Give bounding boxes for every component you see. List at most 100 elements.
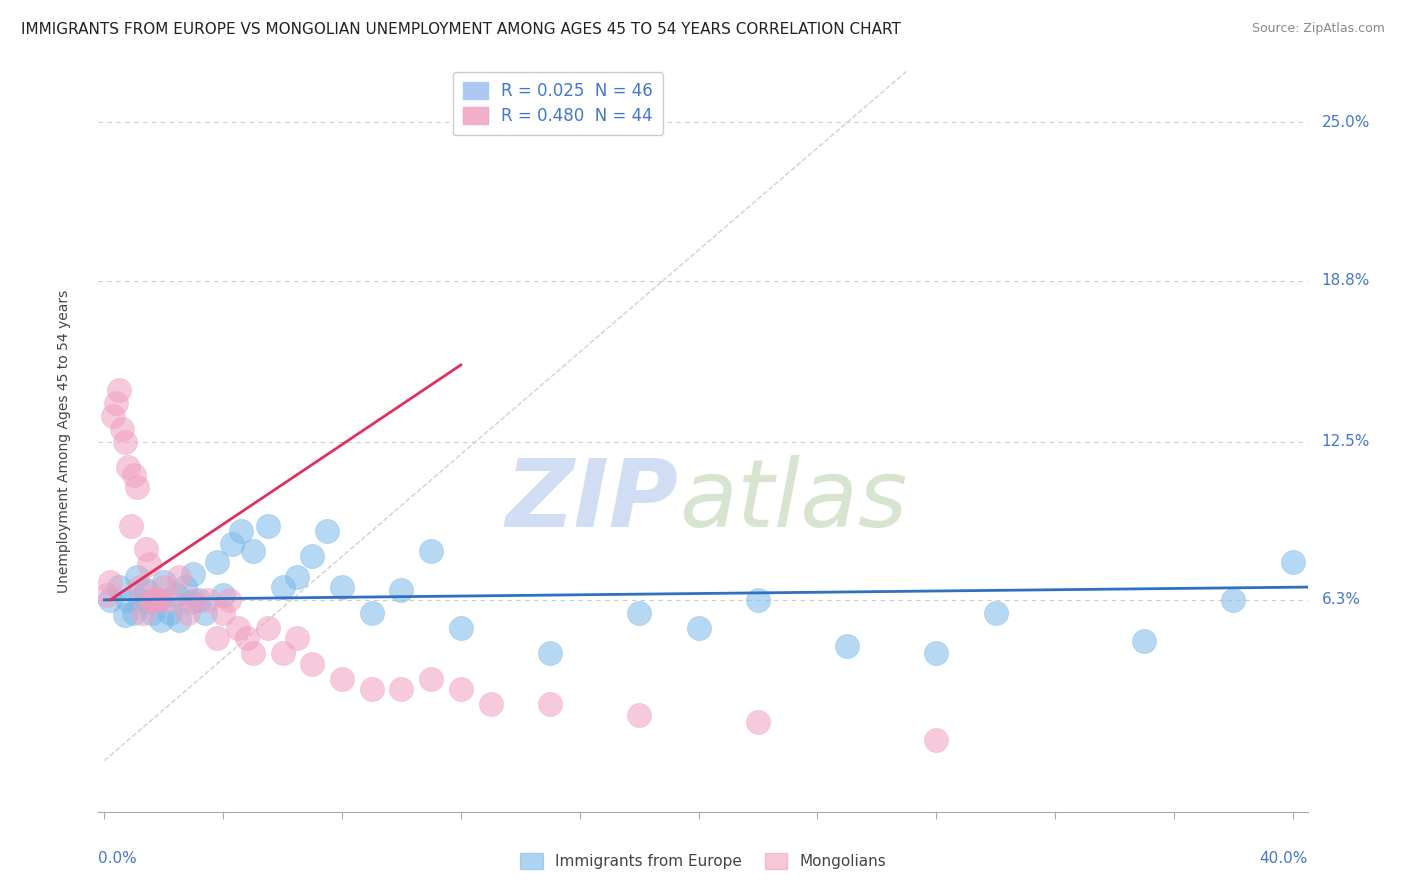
Point [129,580,152,594]
Point [135,541,157,556]
Point [103,409,125,423]
Text: 40.0%: 40.0% [1260,851,1308,865]
Point [105,396,128,410]
Point [330,672,353,686]
Point [391,682,413,697]
Point [747,592,769,607]
Point [628,707,651,722]
Point [450,682,472,697]
Point [194,606,217,620]
Point [197,592,219,607]
Point [287,631,309,645]
Point [111,422,134,436]
Point [132,606,155,620]
Point [236,631,259,645]
Point [108,580,131,594]
Point [360,606,382,620]
Point [287,570,309,584]
Point [114,434,136,449]
Point [218,592,240,607]
Text: ZIP: ZIP [506,455,679,547]
Point [152,574,174,589]
Point [538,698,561,712]
Point [330,580,353,594]
Text: 0.0%: 0.0% [98,851,138,865]
Point [925,733,948,747]
Point [271,580,294,594]
Point [117,460,139,475]
Point [925,647,948,661]
Legend: Immigrants from Europe, Mongolians: Immigrants from Europe, Mongolians [513,847,893,875]
Point [146,592,169,607]
Point [141,606,163,620]
Point [835,639,858,653]
Point [207,631,229,645]
Y-axis label: Unemployment Among Ages 45 to 54 years: Unemployment Among Ages 45 to 54 years [58,290,72,593]
Point [628,606,651,620]
Point [229,524,252,538]
Point [108,384,131,398]
Point [747,715,769,730]
Point [183,592,205,607]
Point [479,698,502,712]
Point [159,606,181,620]
Point [125,481,148,495]
Text: 12.5%: 12.5% [1322,434,1369,449]
Point [301,657,323,671]
Point [98,592,121,607]
Point [420,544,443,558]
Point [420,672,443,686]
Point [149,613,172,627]
Point [538,647,561,661]
Point [165,588,187,602]
Point [1222,592,1244,607]
Point [167,613,190,627]
Point [242,544,264,558]
Point [146,592,169,607]
Point [226,621,249,635]
Point [316,524,339,538]
Text: IMMIGRANTS FROM EUROPE VS MONGOLIAN UNEMPLOYMENT AMONG AGES 45 TO 54 YEARS CORRE: IMMIGRANTS FROM EUROPE VS MONGOLIAN UNEM… [21,22,901,37]
Point [688,621,710,635]
Point [98,574,121,589]
Point [114,608,136,623]
Point [183,567,205,582]
Point [141,592,163,607]
Point [122,606,145,620]
Point [96,588,118,602]
Point [391,582,413,597]
Point [242,647,264,661]
Point [125,570,148,584]
Point [212,588,235,602]
Point [212,606,235,620]
Point [159,592,181,607]
Point [360,682,382,697]
Point [301,549,323,564]
Point [256,621,278,635]
Text: 6.3%: 6.3% [1322,592,1361,607]
Point [188,592,211,607]
Point [122,467,145,482]
Point [120,518,142,533]
Point [1281,555,1303,569]
Point [176,606,198,620]
Point [129,592,152,607]
Point [180,595,202,609]
Point [152,580,174,594]
Text: 18.8%: 18.8% [1322,273,1369,288]
Point [138,595,160,609]
Point [271,647,294,661]
Point [207,555,229,569]
Point [143,592,166,607]
Point [450,621,472,635]
Point [256,518,278,533]
Point [167,570,190,584]
Legend: R = 0.025  N = 46, R = 0.480  N = 44: R = 0.025 N = 46, R = 0.480 N = 44 [453,72,664,136]
Text: Source: ZipAtlas.com: Source: ZipAtlas.com [1251,22,1385,36]
Text: atlas: atlas [679,455,907,546]
Point [221,536,243,550]
Point [138,557,160,571]
Point [1133,633,1156,648]
Point [135,582,157,597]
Point [117,592,139,607]
